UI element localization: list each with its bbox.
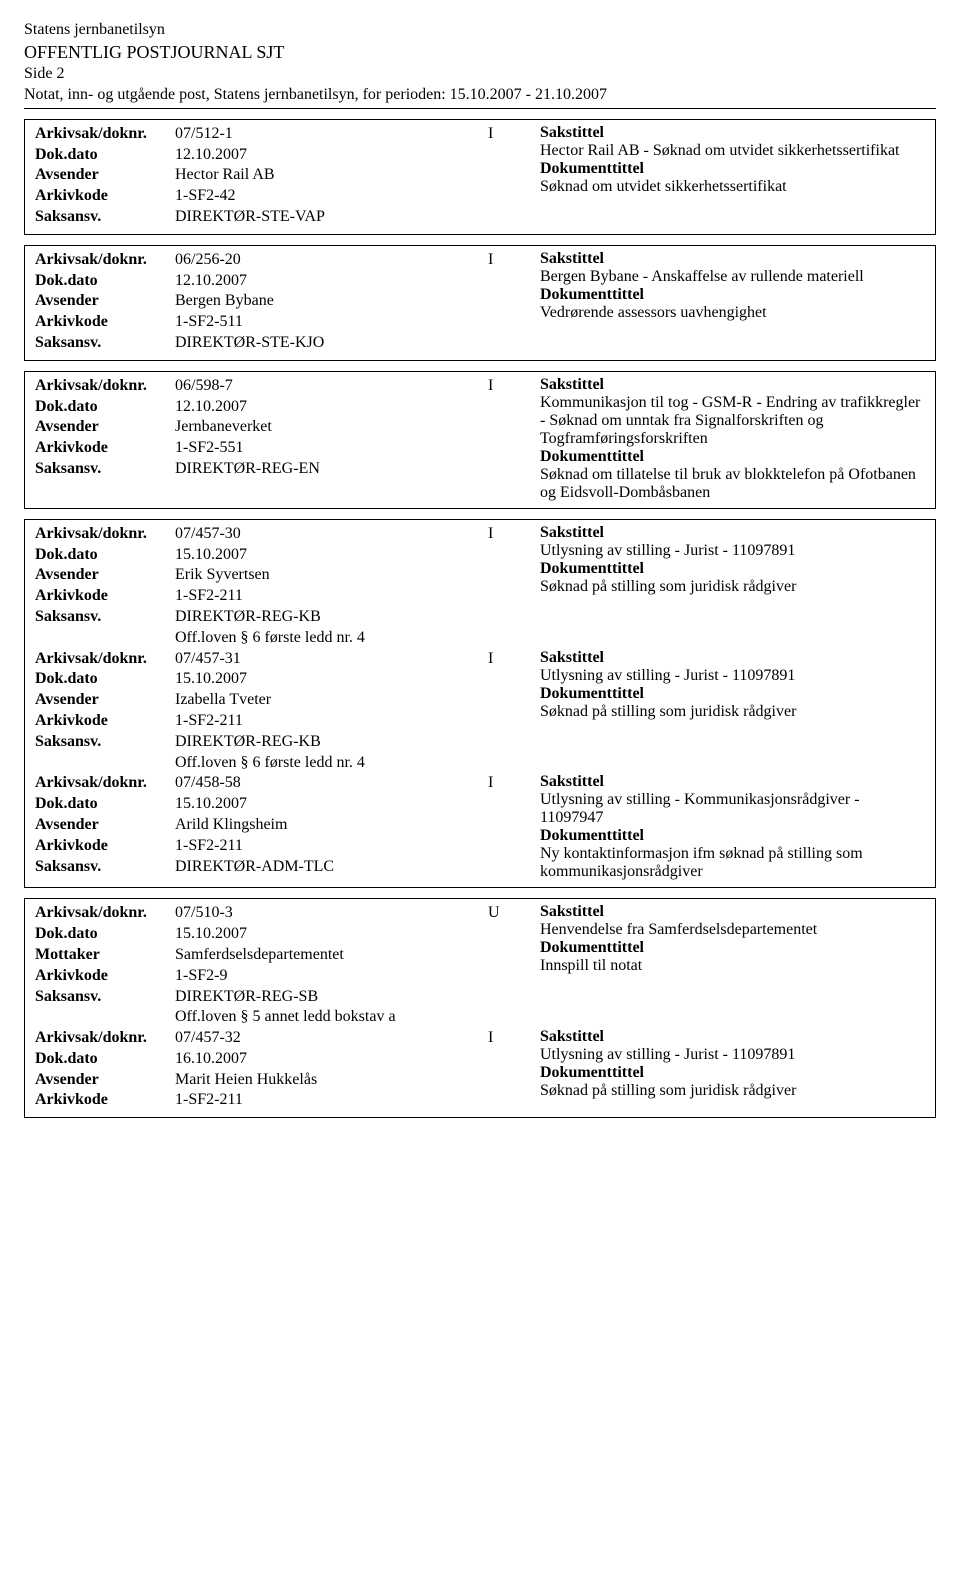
- left-column: Arkivsak/doknr.07/457-30I Dok.dato15.10.…: [35, 524, 540, 649]
- dokumenttittel-label: Dokumenttittel: [540, 286, 925, 304]
- dokumenttittel-label: Dokumenttittel: [540, 827, 925, 845]
- right-column: Sakstittel Utlysning av stilling - Kommu…: [540, 773, 925, 881]
- right-column: Sakstittel Henvendelse fra Samferdselsde…: [540, 903, 925, 975]
- dokumenttittel-label: Dokumenttittel: [540, 160, 925, 178]
- sakstittel-text: Kommunikasjon til tog - GSM-R - Endring …: [540, 394, 925, 448]
- sakstittel-label: Sakstittel: [540, 649, 925, 667]
- left-column: Arkivsak/doknr.07/458-58I Dok.dato15.10.…: [35, 773, 540, 877]
- records-container: Arkivsak/doknr.07/512-1I Dok.dato12.10.2…: [24, 119, 936, 1119]
- sakstittel-text: Utlysning av stilling - Kommunikasjonsrå…: [540, 791, 925, 827]
- right-column: Sakstittel Bergen Bybane - Anskaffelse a…: [540, 250, 925, 322]
- sakstittel-text: Hector Rail AB - Søknad om utvidet sikke…: [540, 142, 925, 160]
- sakstittel-label: Sakstittel: [540, 124, 925, 142]
- dokumenttittel-label: Dokumenttittel: [540, 448, 925, 466]
- sakstittel-label: Sakstittel: [540, 376, 925, 394]
- page-number: Side 2: [24, 64, 936, 85]
- record-group: Arkivsak/doknr.06/598-7I Dok.dato12.10.2…: [24, 371, 936, 509]
- dokumenttittel-text: Søknad på stilling som juridisk rådgiver: [540, 1082, 925, 1100]
- right-column: Sakstittel Utlysning av stilling - Juris…: [540, 1028, 925, 1100]
- sakstittel-text: Utlysning av stilling - Jurist - 1109789…: [540, 542, 925, 560]
- right-column: Sakstittel Hector Rail AB - Søknad om ut…: [540, 124, 925, 196]
- org-name: Statens jernbanetilsyn: [24, 20, 936, 41]
- dokumenttittel-text: Ny kontaktinformasjon ifm søknad på stil…: [540, 845, 925, 881]
- sakstittel-text: Utlysning av stilling - Jurist - 1109789…: [540, 667, 925, 685]
- sakstittel-label: Sakstittel: [540, 250, 925, 268]
- dokumenttittel-text: Innspill til notat: [540, 957, 925, 975]
- left-column: Arkivsak/doknr.07/457-32I Dok.dato16.10.…: [35, 1028, 540, 1111]
- dokumenttittel-label: Dokumenttittel: [540, 685, 925, 703]
- sakstittel-label: Sakstittel: [540, 524, 925, 542]
- record-group: Arkivsak/doknr.07/512-1I Dok.dato12.10.2…: [24, 119, 936, 235]
- sakstittel-label: Sakstittel: [540, 773, 925, 791]
- dokumenttittel-text: Søknad på stilling som juridisk rådgiver: [540, 578, 925, 596]
- dokumenttittel-text: Søknad om utvidet sikkerhetssertifikat: [540, 178, 925, 196]
- dokumenttittel-text: Søknad på stilling som juridisk rådgiver: [540, 703, 925, 721]
- sakstittel-text: Henvendelse fra Samferdselsdepartementet: [540, 921, 925, 939]
- right-column: Sakstittel Utlysning av stilling - Juris…: [540, 649, 925, 721]
- left-column: Arkivsak/doknr.07/510-3U Dok.dato15.10.2…: [35, 903, 540, 1028]
- dokumenttittel-text: Søknad om tillatelse til bruk av blokkte…: [540, 466, 925, 502]
- sakstittel-label: Sakstittel: [540, 903, 925, 921]
- record-group: Arkivsak/doknr.07/457-30I Dok.dato15.10.…: [24, 519, 936, 889]
- dokumenttittel-label: Dokumenttittel: [540, 939, 925, 957]
- left-column: Arkivsak/doknr.07/457-31I Dok.dato15.10.…: [35, 649, 540, 774]
- period-line: Notat, inn- og utgående post, Statens je…: [24, 85, 936, 109]
- record-group: Arkivsak/doknr.06/256-20I Dok.dato12.10.…: [24, 245, 936, 361]
- sakstittel-text: Utlysning av stilling - Jurist - 1109789…: [540, 1046, 925, 1064]
- left-column: Arkivsak/doknr.06/256-20I Dok.dato12.10.…: [35, 250, 540, 354]
- dokumenttittel-text: Vedrørende assessors uavhengighet: [540, 304, 925, 322]
- right-column: Sakstittel Kommunikasjon til tog - GSM-R…: [540, 376, 925, 502]
- sakstittel-label: Sakstittel: [540, 1028, 925, 1046]
- dokumenttittel-label: Dokumenttittel: [540, 560, 925, 578]
- record-group: Arkivsak/doknr.07/510-3U Dok.dato15.10.2…: [24, 898, 936, 1118]
- dokumenttittel-label: Dokumenttittel: [540, 1064, 925, 1082]
- journal-name: OFFENTLIG POSTJOURNAL SJT: [24, 41, 936, 64]
- right-column: Sakstittel Utlysning av stilling - Juris…: [540, 524, 925, 596]
- page-header: Statens jernbanetilsyn OFFENTLIG POSTJOU…: [24, 20, 936, 109]
- sakstittel-text: Bergen Bybane - Anskaffelse av rullende …: [540, 268, 925, 286]
- left-column: Arkivsak/doknr.06/598-7I Dok.dato12.10.2…: [35, 376, 540, 480]
- left-column: Arkivsak/doknr.07/512-1I Dok.dato12.10.2…: [35, 124, 540, 228]
